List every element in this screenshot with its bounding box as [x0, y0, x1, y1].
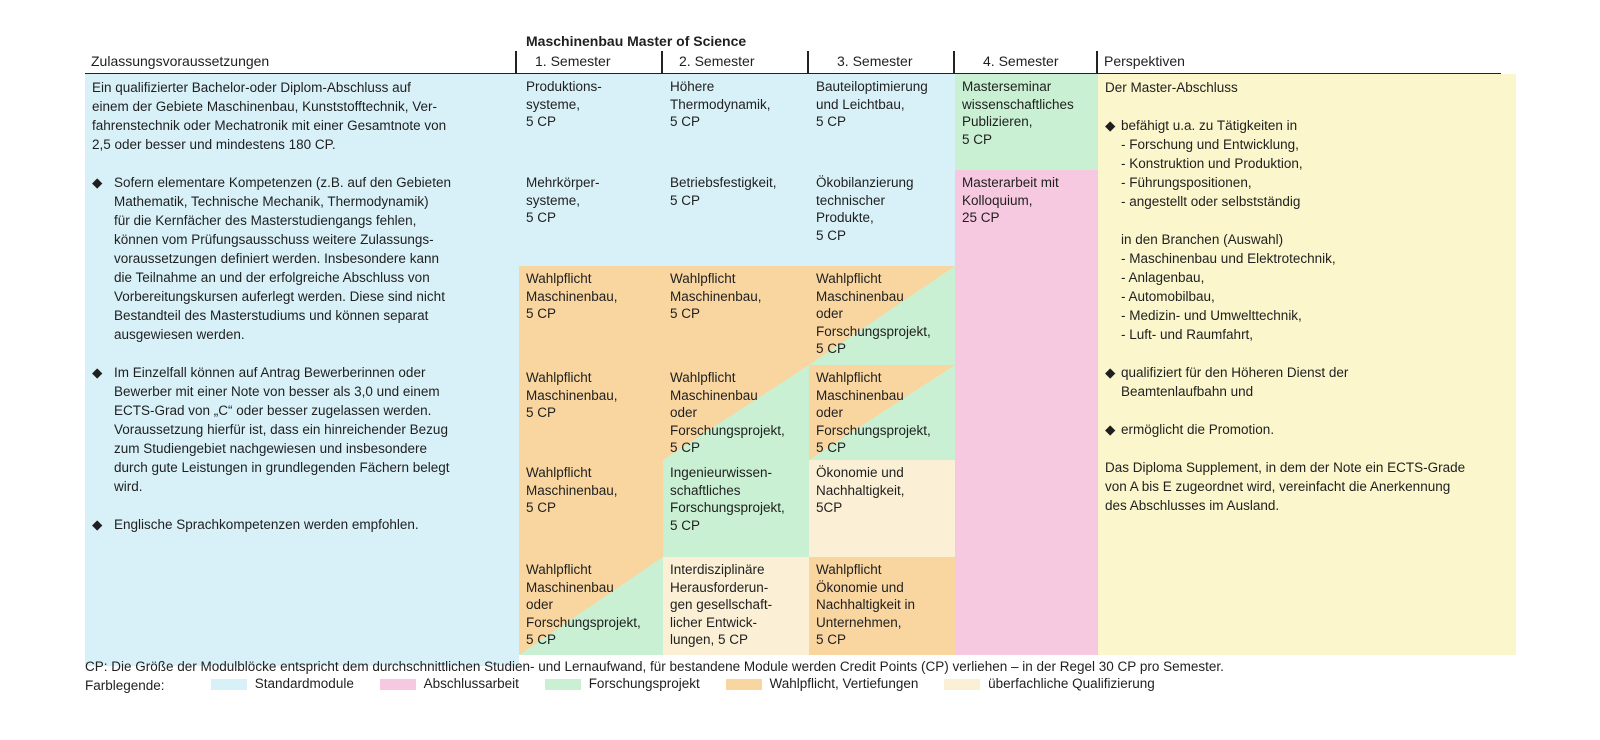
admission-bullet: ◆ Im Einzelfall können auf Antrag Bewerb… — [92, 365, 450, 494]
footer-note: CP: Die Größe der Modulblöcke entspricht… — [85, 659, 1224, 674]
perspectives-outro: Das Diploma Supplement, in dem der Note … — [1105, 460, 1466, 513]
module-cell: Wahlpflicht Maschinenbau, 5 CP — [519, 266, 663, 365]
module-cell: Masterseminar wissenschaftliches Publizier… — [955, 74, 1098, 170]
semester-3-header: 3. Semester — [837, 53, 913, 69]
perspectives-bullet: ◆ ermöglicht die Promotion. — [1105, 422, 1275, 437]
legend-label: Farblegende: — [85, 677, 165, 693]
legend-item: Abschlussarbeit — [379, 676, 519, 692]
module-cell: Ökobilanzierung technischer Produkte, 5 CP — [809, 170, 955, 266]
module-cell: Wahlpflicht Maschinenbau, 5 CP — [519, 365, 663, 460]
module-cell: Wahlpflicht Maschinenbau oder Forschungspro… — [663, 365, 809, 460]
module-cell: Höhere Thermodynamik, 5 CP — [663, 74, 809, 170]
perspectives-panel: Der Master-Abschluss ◆ befähigt u.a. zu … — [1098, 74, 1516, 655]
semester-1-header: 1. Semester — [535, 53, 611, 69]
perspectives-bullet: ◆ befähigt u.a. zu Tätigkeiten in - Fors… — [1105, 118, 1336, 342]
module-cell: Interdisziplinäre Herausforderun-gen gese… — [663, 557, 809, 655]
legend-item: Standardmodule — [210, 676, 354, 692]
legend-swatch — [544, 678, 581, 690]
bullet-icon: ◆ — [1105, 365, 1116, 380]
bullet-icon: ◆ — [92, 365, 103, 380]
perspectives-intro: Der Master-Abschluss — [1105, 80, 1238, 95]
module-cell: Wahlpflicht Maschinenbau, 5 CP — [663, 266, 809, 365]
admission-intro: Ein qualifizierter Bachelor-oder Diplom-… — [92, 80, 447, 152]
module-cell: Ökonomie und Nachhaltigkeit, 5CP — [809, 460, 955, 557]
legend-swatch — [944, 678, 981, 690]
bullet-icon: ◆ — [92, 175, 103, 190]
admission-header: Zulassungsvoraussetzungen — [91, 53, 270, 69]
module-cell: Ingenieurwissen-schaftliches Forschungspr… — [663, 460, 809, 557]
legend-item: Wahlpflicht, Vertiefungen — [725, 676, 918, 692]
header-divider — [85, 73, 1501, 74]
bullet-icon: ◆ — [1105, 422, 1116, 437]
semester-2-header: 2. Semester — [679, 53, 755, 69]
module-cell: Produktions-systeme, 5 CP — [519, 74, 663, 170]
admission-bullet: ◆ Sofern elementare Kompetenzen (z.B. au… — [92, 175, 451, 342]
module-cell: Wahlpflicht Maschinenbau oder Forschungspro… — [809, 365, 955, 460]
semester-4-header: 4. Semester — [983, 53, 1059, 69]
legend-swatch — [210, 678, 247, 690]
module-cell: Wahlpflicht Maschinenbau oder Forschungspro… — [519, 557, 663, 655]
bullet-icon: ◆ — [92, 517, 103, 532]
module-cell: Mehrkörper-systeme, 5 CP — [519, 170, 663, 266]
bullet-icon: ◆ — [1105, 118, 1116, 133]
legend-item: überfachliche Qualifizierung — [944, 676, 1155, 692]
admission-bullet: ◆ Englische Sprachkompetenzen werden emp… — [92, 517, 419, 532]
perspectives-header: Perspektiven — [1104, 53, 1185, 69]
column-separator — [1096, 51, 1098, 73]
column-separator — [661, 51, 663, 73]
legend-item: Forschungsprojekt — [544, 676, 700, 692]
color-legend: Farblegende: Standardmodule Abschlussarb… — [85, 676, 1177, 694]
module-cell: Bauteiloptimierung und Leichtbau, 5 CP — [809, 74, 955, 170]
perspectives-bullet: ◆ qualifiziert für den Höheren Dienst de… — [1105, 365, 1349, 399]
module-cell: Betriebsfestigkeit, 5 CP — [663, 170, 809, 266]
module-cell: Wahlpflicht Maschinenbau, 5 CP — [519, 460, 663, 557]
column-separator — [807, 51, 809, 73]
legend-swatch — [379, 678, 416, 690]
legend-swatch — [725, 678, 762, 690]
admission-panel: Ein qualifizierter Bachelor-oder Diplom-… — [85, 74, 519, 666]
thesis-cell: Masterarbeit mit Kolloquium, 25 CP — [955, 170, 1098, 655]
module-cell: Wahlpflicht Ökonomie und Nachhaltigkeit in… — [809, 557, 955, 655]
program-title: Maschinenbau Master of Science — [526, 33, 747, 49]
column-separator — [953, 51, 955, 73]
column-separator — [515, 51, 517, 73]
module-cell: Wahlpflicht Maschinenbau oder Forschungspro… — [809, 266, 955, 365]
